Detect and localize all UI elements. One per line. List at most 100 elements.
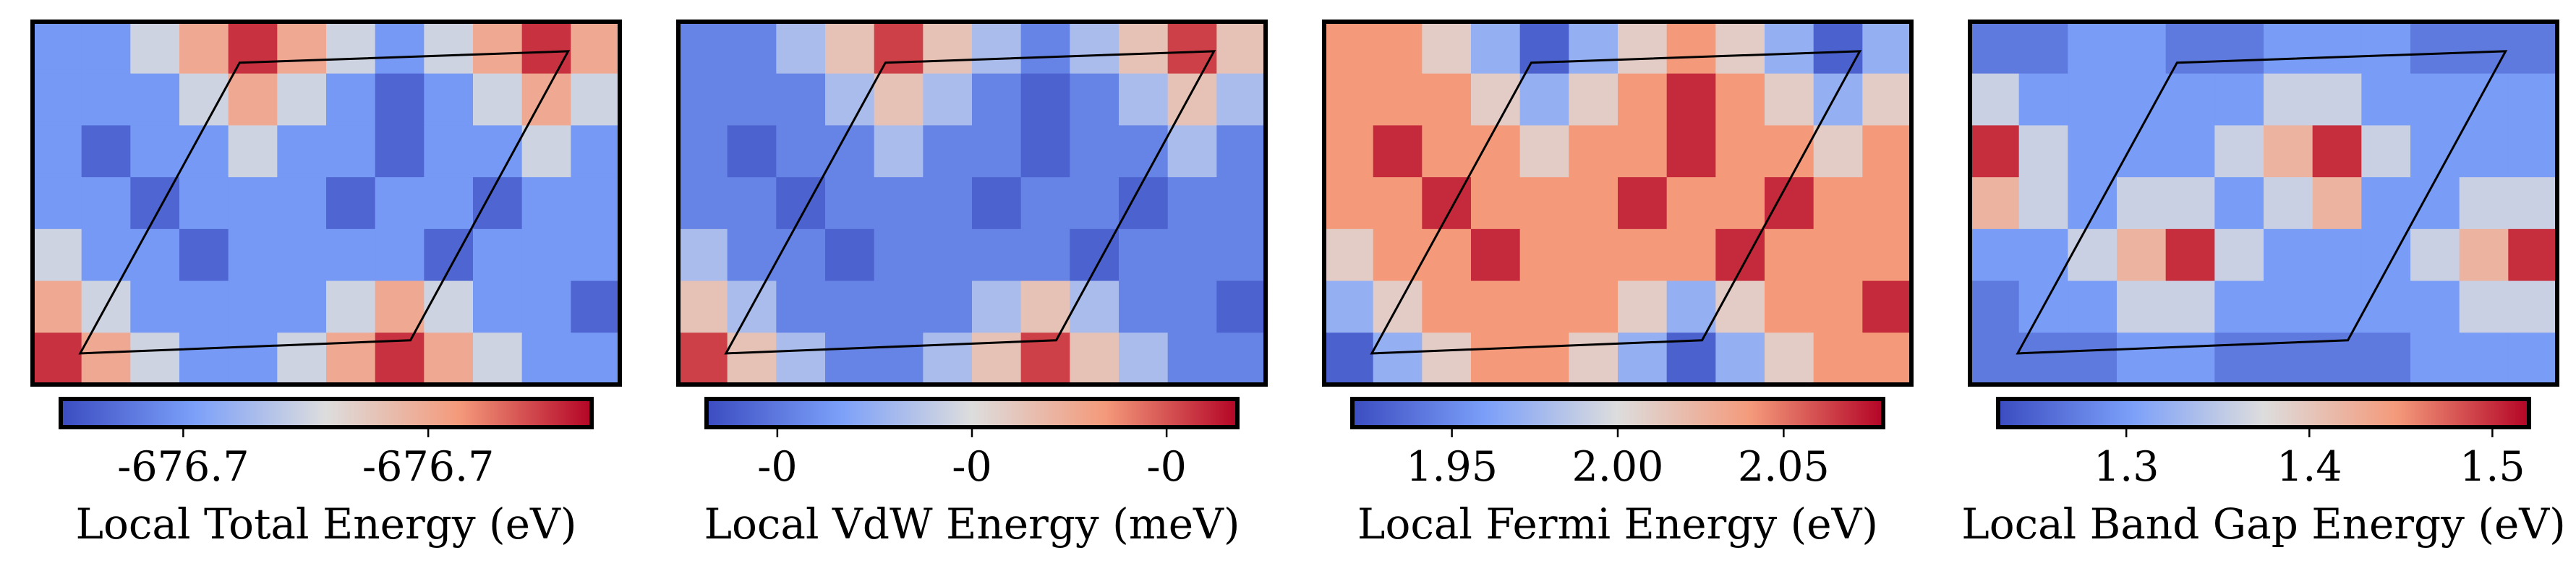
heat-cell — [473, 280, 523, 333]
heat-cell — [277, 73, 327, 126]
heat-cell — [326, 22, 376, 74]
heat-cell — [923, 22, 973, 74]
heat-cell — [2214, 280, 2264, 333]
heat-cell — [1519, 280, 1569, 333]
heat-cell — [2508, 177, 2558, 230]
heat-cell — [2410, 280, 2460, 333]
heat-cell — [2018, 177, 2068, 230]
heat-cell — [1970, 228, 2020, 282]
heat-cell — [727, 332, 777, 385]
heat-cell — [1070, 125, 1119, 178]
heat-cell — [1862, 22, 1912, 74]
heat-cell — [2508, 125, 2558, 178]
heat-cell — [1373, 125, 1423, 178]
heat-cell — [81, 22, 131, 74]
heat-cell — [1569, 280, 1618, 333]
heat-cell — [1070, 280, 1119, 333]
heat-cell — [375, 73, 425, 126]
heat-cell — [130, 228, 180, 282]
heat-cell — [1519, 73, 1569, 126]
heat-cell — [678, 73, 728, 126]
heat-cell — [277, 125, 327, 178]
heat-cell — [375, 228, 425, 282]
heat-cell — [1167, 177, 1217, 230]
heat-cell — [1862, 73, 1912, 126]
heat-cell — [1167, 228, 1217, 282]
heat-cell — [326, 177, 376, 230]
heat-cell — [228, 125, 278, 178]
heat-cell — [473, 73, 523, 126]
heat-cell — [1324, 73, 1374, 126]
heat-cell — [678, 280, 728, 333]
heat-cell — [1970, 177, 2020, 230]
heat-cell — [874, 22, 924, 74]
heat-cell — [874, 280, 924, 333]
heat-cell — [1715, 22, 1765, 74]
heat-cell — [1167, 280, 1217, 333]
heat-cell — [1618, 332, 1668, 385]
heat-cell — [179, 228, 229, 282]
heat-cell — [2214, 125, 2264, 178]
heat-cell — [521, 332, 571, 385]
heat-cell — [228, 280, 278, 333]
heat-cell — [825, 228, 875, 282]
heat-cell — [2459, 332, 2509, 385]
heat-cell — [1324, 22, 1374, 74]
colorbar — [704, 397, 1240, 429]
heat-cell — [81, 177, 131, 230]
heat-cell — [473, 332, 523, 385]
heat-cell — [1119, 22, 1169, 74]
heat-cell — [521, 280, 571, 333]
heat-cell — [1569, 125, 1618, 178]
heat-cell — [874, 177, 924, 230]
heat-cell — [825, 73, 875, 126]
heat-cell — [375, 125, 425, 178]
heat-cell — [972, 228, 1022, 282]
heat-cell — [972, 73, 1022, 126]
heat-cell — [1119, 332, 1169, 385]
heat-cell — [1216, 332, 1266, 385]
heat-cell — [571, 177, 620, 230]
heat-cell — [326, 125, 376, 178]
heat-cell — [2459, 22, 2509, 74]
heat-cell — [1119, 177, 1169, 230]
heat-cell — [825, 22, 875, 74]
heat-cell — [2410, 125, 2460, 178]
heat-cell — [277, 280, 327, 333]
heat-cell — [1862, 177, 1912, 230]
heat-cell — [2410, 22, 2460, 74]
colorbar-tick-label: 1.3 — [2094, 443, 2159, 491]
heat-cell — [1970, 332, 2020, 385]
heat-cell — [2312, 73, 2362, 126]
heat-cell — [1618, 73, 1668, 126]
heat-cell — [179, 177, 229, 230]
heat-cell — [1715, 177, 1765, 230]
heat-cell — [1216, 22, 1266, 74]
heat-cell — [1422, 22, 1472, 74]
heat-cell — [130, 22, 180, 74]
heat-cell — [727, 73, 777, 126]
heat-cell — [776, 332, 826, 385]
heat-cell — [571, 125, 620, 178]
heat-cell — [776, 280, 826, 333]
heat-cell — [2361, 280, 2411, 333]
heat-cell — [874, 125, 924, 178]
heat-cell — [923, 228, 973, 282]
heat-cell — [277, 228, 327, 282]
colorbar-tick-label: 2.00 — [1572, 443, 1664, 491]
heat-cell — [1422, 125, 1472, 178]
heat-cell — [473, 22, 523, 74]
heat-cell — [874, 73, 924, 126]
heat-cell — [678, 332, 728, 385]
colorbar — [1996, 397, 2531, 429]
heat-cell — [1618, 125, 1668, 178]
heat-cell — [1020, 125, 1070, 178]
heat-cell — [1666, 177, 1716, 230]
heat-cell — [1970, 280, 2020, 333]
heat-cell — [2361, 22, 2411, 74]
heat-cell — [81, 125, 131, 178]
heat-cell — [678, 228, 728, 282]
heat-cell — [2068, 125, 2117, 178]
heat-cell — [1119, 228, 1169, 282]
heat-cell — [1119, 280, 1169, 333]
